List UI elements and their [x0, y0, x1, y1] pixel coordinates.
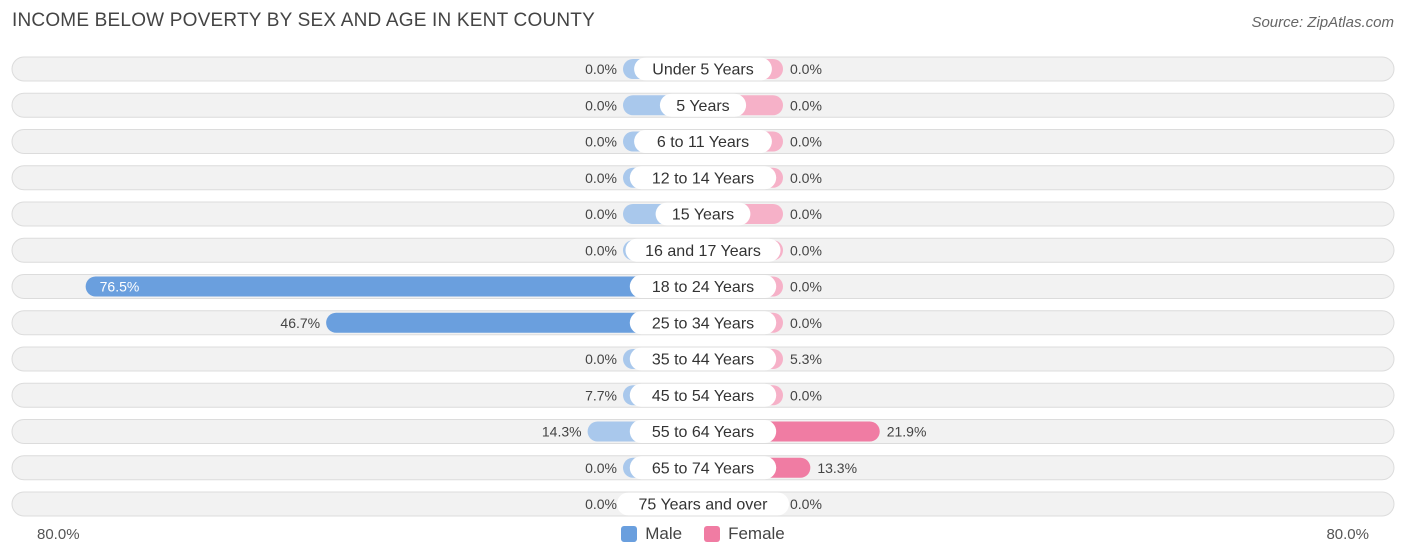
category-label: 12 to 14 Years [652, 170, 754, 187]
value-label-male: 46.7% [280, 315, 320, 331]
value-label-male: 0.0% [585, 206, 617, 222]
value-label-male: 7.7% [585, 387, 617, 403]
value-label-male: 0.0% [585, 61, 617, 77]
category-label: 6 to 11 Years [657, 134, 749, 151]
category-label: 45 to 54 Years [652, 388, 754, 405]
value-label-female: 5.3% [790, 351, 822, 367]
value-label-female: 0.0% [790, 206, 822, 222]
value-label-male: 0.0% [585, 134, 617, 150]
legend-item-female[interactable]: Female [704, 524, 785, 544]
category-label-pill [616, 492, 790, 516]
value-label-male: 76.5% [100, 279, 140, 295]
category-label-pill [629, 420, 777, 443]
value-label-female: 0.0% [790, 61, 822, 77]
value-label-female: 0.0% [790, 387, 822, 403]
value-label-male: 0.0% [585, 97, 617, 113]
value-label-male: 0.0% [585, 496, 617, 512]
category-label: 75 Years and over [639, 497, 769, 514]
value-label-female: 0.0% [790, 496, 822, 512]
x-axis-left-label: 80.0% [37, 526, 80, 543]
category-label-pill [629, 456, 777, 480]
category-label-pill [655, 202, 751, 226]
value-label-male: 0.0% [585, 242, 617, 258]
category-label-pill [625, 238, 781, 262]
category-label: 25 to 34 Years [652, 315, 754, 332]
category-label-pill [659, 93, 747, 117]
chart-title: INCOME BELOW POVERTY BY SEX AND AGE IN K… [12, 10, 595, 31]
legend-swatch-male [621, 526, 638, 542]
legend-swatch-female [704, 526, 721, 542]
category-label: 16 and 17 Years [645, 243, 761, 260]
category-label: 15 Years [672, 207, 734, 224]
category-label: 18 to 24 Years [652, 279, 754, 296]
category-label-pill [629, 383, 777, 407]
value-label-female: 0.0% [790, 134, 822, 150]
category-label-pill [629, 166, 777, 190]
category-label: 55 to 64 Years [652, 424, 754, 441]
value-label-male: 0.0% [585, 460, 617, 476]
bar-male [85, 276, 703, 297]
category-label-pill [634, 130, 772, 153]
x-axis-right-label: 80.0% [1326, 526, 1369, 543]
legend-item-male[interactable]: Male [621, 524, 682, 544]
category-label: 5 Years [676, 98, 729, 115]
source-credit: Source: ZipAtlas.com [1251, 14, 1394, 31]
category-label-pill [629, 311, 777, 335]
value-label-male: 0.0% [585, 170, 617, 186]
value-label-male: 0.0% [585, 351, 617, 367]
category-label-pill [629, 275, 777, 298]
category-label: 65 to 74 Years [652, 460, 754, 477]
value-label-female: 0.0% [790, 97, 822, 113]
value-label-female: 21.9% [887, 424, 927, 440]
bar-male [326, 312, 703, 333]
value-label-female: 0.0% [790, 170, 822, 186]
value-label-female: 0.0% [790, 315, 822, 331]
category-label-pill [634, 57, 772, 81]
legend-label-male: Male [645, 524, 683, 543]
category-label: 35 to 44 Years [652, 352, 754, 369]
legend: Male Female [0, 524, 1406, 544]
category-label-pill [629, 347, 777, 371]
value-label-male: 14.3% [542, 424, 582, 440]
value-label-female: 13.3% [817, 460, 857, 476]
legend-label-female: Female [728, 524, 785, 543]
value-label-female: 0.0% [790, 279, 822, 295]
category-label: Under 5 Years [652, 62, 753, 79]
value-label-female: 0.0% [790, 242, 822, 258]
